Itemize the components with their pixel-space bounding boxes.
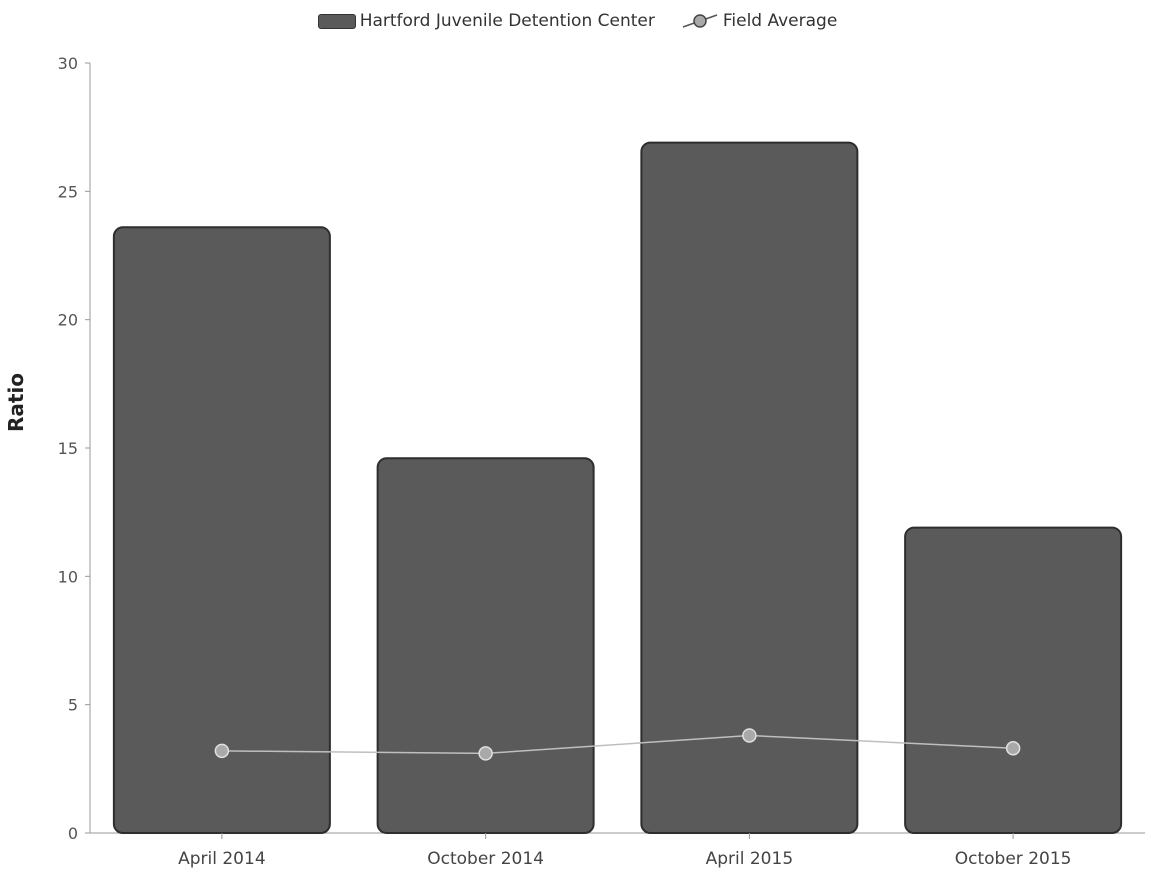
bar[interactable] (112, 226, 331, 834)
y-tick-label: 15 (58, 439, 78, 458)
field-average-point[interactable] (1005, 741, 1021, 756)
bar[interactable] (376, 457, 595, 834)
x-tick-label: April 2015 (706, 849, 794, 869)
legend-bar-swatch-icon (317, 13, 356, 29)
legend-item-hartford[interactable]: Hartford Juvenile Detention Center (317, 11, 655, 31)
y-tick-label: 5 (68, 696, 78, 715)
legend-label-field-average: Field Average (722, 11, 838, 31)
y-tick-label: 20 (58, 311, 78, 330)
legend-item-field-average[interactable]: Field Average (681, 11, 837, 31)
legend-label-hartford: Hartford Juvenile Detention Center (359, 11, 655, 31)
y-tick-label: 10 (58, 567, 78, 586)
x-tick-label: April 2014 (178, 849, 266, 869)
x-tick-label: October 2014 (427, 849, 544, 869)
chart-legend: Hartford Juvenile Detention Center Field… (0, 8, 1155, 34)
field-average-point[interactable] (214, 743, 230, 759)
field-average-point[interactable] (478, 746, 493, 761)
y-tick-label: 30 (58, 54, 78, 73)
legend-line-marker-icon (682, 14, 718, 28)
y-tick-label: 0 (68, 824, 78, 843)
field-average-line (221, 734, 1014, 755)
x-tick-label: October 2015 (955, 849, 1072, 869)
field-average-point[interactable] (742, 728, 757, 743)
y-tick-label: 25 (58, 182, 78, 201)
bar[interactable] (904, 526, 1123, 834)
